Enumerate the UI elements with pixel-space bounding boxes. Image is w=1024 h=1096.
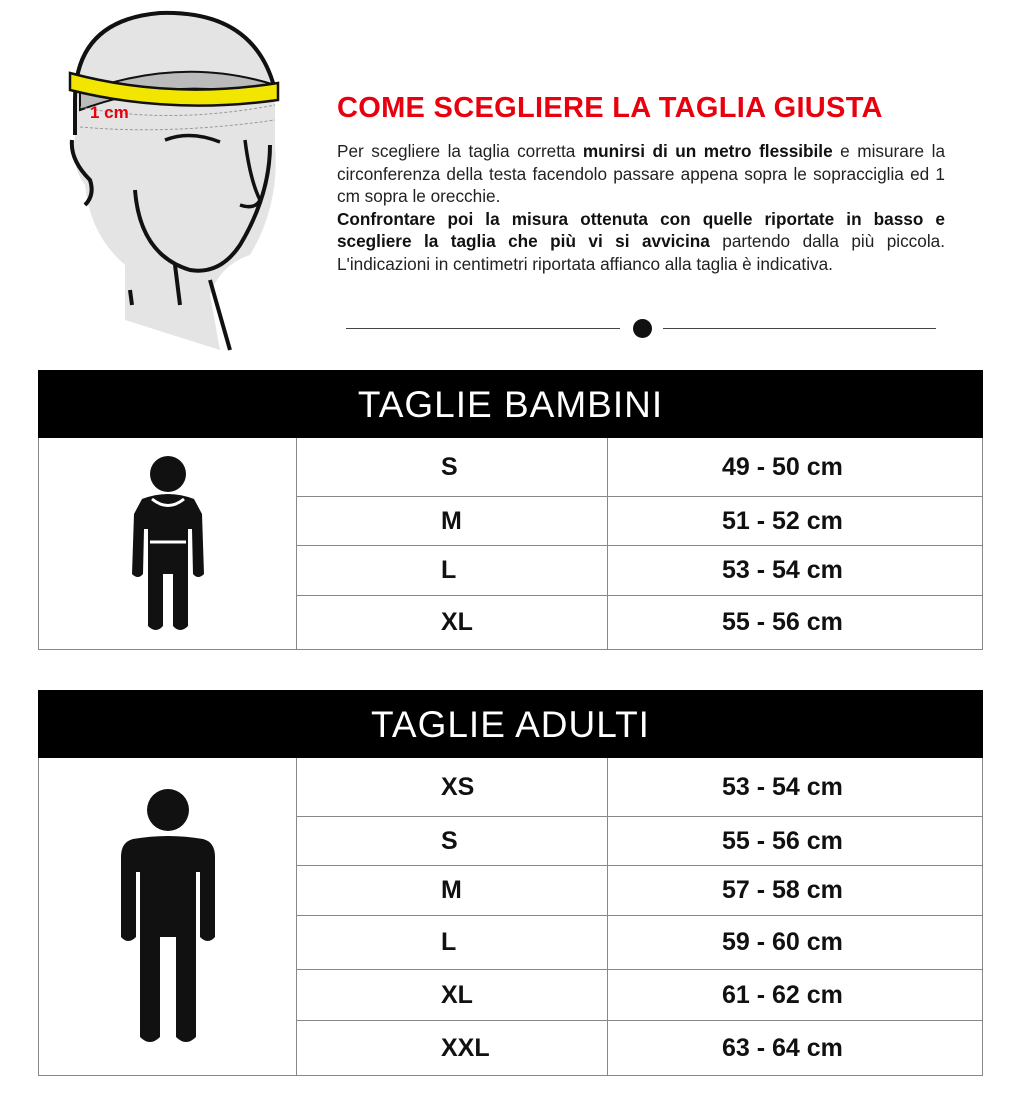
- table-row: XL 55 - 56 cm: [297, 596, 982, 649]
- table-row: M 57 - 58 cm: [297, 866, 982, 916]
- size-cell: XL: [297, 970, 608, 1020]
- table-row: XXL 63 - 64 cm: [297, 1021, 982, 1076]
- one-cm-label: 1 cm: [90, 103, 129, 122]
- size-cell: XS: [297, 758, 608, 816]
- range-cell: 59 - 60 cm: [722, 928, 843, 956]
- range-cell: 53 - 54 cm: [722, 556, 843, 584]
- table-row: XS 53 - 54 cm: [297, 758, 982, 817]
- range-cell: 55 - 56 cm: [722, 608, 843, 636]
- size-cell: XL: [297, 596, 608, 649]
- kids-table-title: TAGLIE BAMBINI: [38, 370, 983, 438]
- kids-size-table: TAGLIE BAMBINI S 49 - 50 cm M 51 - 52 cm L…: [38, 370, 983, 650]
- range-cell: 61 - 62 cm: [722, 980, 843, 1009]
- size-cell: S: [297, 438, 608, 496]
- adults-size-table: TAGLIE ADULTI XS 53 - 54 cm S 55 - 56 cm M…: [38, 690, 983, 1076]
- child-icon: [131, 455, 204, 630]
- table-row: L 53 - 54 cm: [297, 546, 982, 596]
- intro-b1: munirsi di un metro flessibile: [582, 141, 833, 161]
- range-cell: 49 - 50 cm: [722, 452, 843, 481]
- range-cell: 55 - 56 cm: [722, 826, 843, 855]
- intro-b2: Confrontare poi la misura ottenuta con q…: [337, 208, 945, 252]
- size-cell: XXL: [297, 1021, 608, 1076]
- adults-table-title: TAGLIE ADULTI: [38, 690, 983, 758]
- size-cell: M: [297, 866, 608, 915]
- intro-p1: Per scegliere la taglia corretta: [337, 141, 583, 161]
- divider-right: [663, 328, 936, 329]
- table-row: S 55 - 56 cm: [297, 817, 982, 866]
- table-row: S 49 - 50 cm: [297, 438, 982, 497]
- size-cell: L: [297, 916, 608, 969]
- range-cell: 51 - 52 cm: [722, 506, 843, 535]
- adult-icon-cell: [39, 758, 297, 1075]
- range-cell: 57 - 58 cm: [722, 876, 843, 904]
- page-title: COME SCEGLIERE LA TAGLIA GIUSTA: [337, 92, 883, 124]
- size-cell: M: [297, 497, 608, 545]
- table-row: M 51 - 52 cm: [297, 497, 982, 546]
- range-cell: 53 - 54 cm: [722, 772, 843, 801]
- intro-p2: e misurare la circonferenza della testa …: [337, 141, 946, 206]
- table-row: L 59 - 60 cm: [297, 916, 982, 970]
- range-cell: 63 - 64 cm: [722, 1034, 843, 1062]
- divider-dot: [633, 319, 652, 338]
- head-measurement-illustration: 1 cm: [68, 10, 280, 351]
- intro-text: Per scegliere la taglia corretta munirsi…: [337, 140, 945, 275]
- size-cell: S: [297, 817, 608, 865]
- table-row: XL 61 - 62 cm: [297, 970, 982, 1021]
- divider-left: [346, 328, 620, 329]
- child-icon-cell: [39, 438, 297, 649]
- size-cell: L: [297, 546, 608, 595]
- adult-icon: [120, 788, 215, 1042]
- intro-p3: partendo dalla più piccola. L'indicazion…: [337, 231, 945, 274]
